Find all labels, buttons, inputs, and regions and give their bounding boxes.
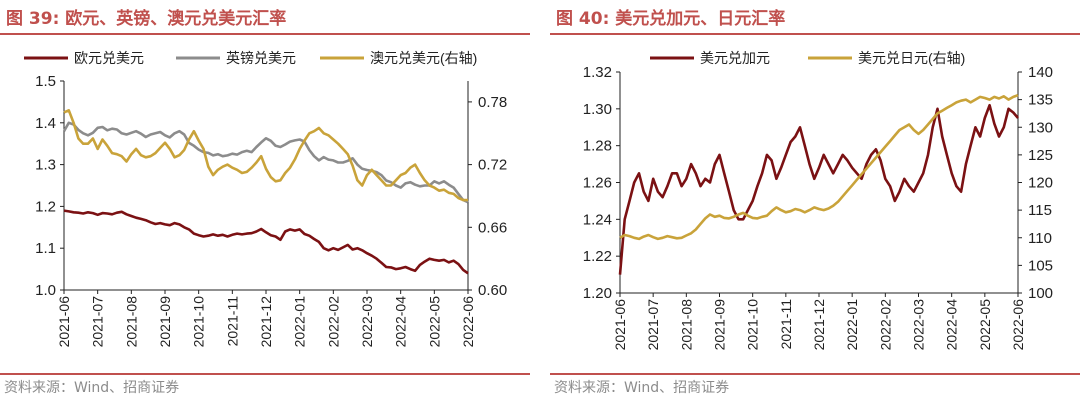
right-axis-tick-label: 130 — [1028, 119, 1053, 136]
series-line — [62, 121, 469, 204]
x-axis-tick-label: 2021-09 — [712, 299, 728, 351]
figure-39: 图 39: 欧元、英镑、澳元兑美元汇率 1.0 1.1 1.2 1.3 1.4 1.5 0.… — [0, 0, 530, 400]
x-axis-tick-label: 2021-08 — [678, 299, 694, 351]
x-axis-tick-label: 2022-01 — [844, 299, 860, 351]
x-axis-tick-label: 2022-06 — [1010, 299, 1026, 351]
x-axis-tick-label: 2022-01 — [292, 296, 308, 348]
x-axis-tick-label: 2021-07 — [90, 296, 106, 348]
x-axis-tick-label: 2021-11 — [224, 296, 240, 347]
x-axis-tick-label: 2021-07 — [645, 299, 661, 351]
series-line — [619, 93, 1019, 241]
x-axis-tick-label: 2022-02 — [877, 299, 893, 351]
right-axis-tick-label: 105 — [1028, 257, 1053, 274]
right-axis-tick-label: 135 — [1028, 92, 1053, 109]
right-axis-tick-label: 100 — [1028, 285, 1053, 302]
figure-40: 图 40: 美元兑加元、日元汇率 1.20 1.22 1.24 1.26 1.28 1.3… — [550, 0, 1080, 400]
left-axis-tick-label: 1.2 — [35, 198, 56, 215]
x-axis-tick-label: 2022-04 — [944, 299, 960, 351]
left-axis-tick-label: 1.0 — [35, 282, 56, 299]
left-axis-tick-label: 1.4 — [35, 115, 56, 132]
right-axis-tick-label: 0.60 — [478, 282, 507, 299]
series-line — [63, 209, 469, 275]
right-axis-tick-label: 115 — [1028, 202, 1052, 219]
x-axis-tick-label: 2021-06 — [56, 296, 72, 348]
x-axis-tick-label: 2021-10 — [191, 296, 207, 348]
source-note: 资料来源：Wind、招商证券 — [4, 380, 180, 396]
left-axis-tick-label: 1.26 — [583, 175, 612, 192]
x-axis-tick-label: 2022-06 — [460, 296, 476, 348]
series-line — [63, 109, 468, 202]
legend-label: 欧元兑美元 — [74, 50, 144, 66]
legend-label: 美元兑日元(右轴) — [858, 50, 965, 66]
left-axis-tick-label: 1.28 — [583, 138, 612, 155]
x-axis-tick-label: 2021-11 — [778, 299, 794, 350]
left-axis-tick-label: 1.22 — [583, 248, 612, 265]
right-axis-tick-label: 0.78 — [478, 94, 507, 111]
x-axis-tick-label: 2022-04 — [393, 296, 409, 348]
right-axis-tick-label: 110 — [1028, 230, 1052, 247]
x-axis-tick-label: 2021-06 — [612, 299, 628, 351]
x-axis-tick-label: 2022-03 — [911, 299, 927, 351]
left-axis-tick-label: 1.30 — [583, 101, 612, 118]
x-axis-tick-label: 2021-09 — [157, 296, 173, 348]
fx-rate-chart-eur-gbp-aud: 1.0 1.1 1.2 1.3 1.4 1.5 0.60 0.66 0.72 0.78 2021-0… — [24, 50, 507, 348]
left-axis-tick-label: 1.5 — [35, 73, 56, 90]
series-line — [618, 103, 1019, 275]
source-rule — [550, 373, 1080, 375]
right-axis-tick-label: 0.66 — [478, 219, 507, 236]
figure-title: 图 39: 欧元、英镑、澳元兑美元汇率 — [6, 9, 287, 29]
legend-label: 澳元兑美元(右轴) — [370, 50, 477, 66]
right-axis-tick-label: 120 — [1028, 175, 1053, 192]
left-axis-tick-label: 1.3 — [35, 157, 56, 174]
right-axis-tick-label: 140 — [1028, 64, 1053, 81]
x-axis-tick-label: 2022-03 — [359, 296, 375, 348]
x-axis-tick-label: 2022-05 — [426, 296, 442, 348]
left-axis-tick-label: 1.1 — [35, 240, 56, 257]
source-rule — [0, 373, 530, 375]
left-axis-tick-label: 1.32 — [583, 64, 612, 81]
x-axis-tick-label: 2021-12 — [811, 299, 827, 351]
left-axis-tick-label: 1.24 — [583, 211, 612, 228]
legend-label: 英镑兑美元 — [226, 50, 296, 66]
x-axis-tick-label: 2022-05 — [977, 299, 993, 351]
x-axis-tick-label: 2021-08 — [123, 296, 139, 348]
right-axis-tick-label: 0.72 — [478, 157, 507, 174]
x-axis-tick-label: 2021-10 — [745, 299, 761, 351]
x-axis-tick-label: 2021-12 — [258, 296, 274, 348]
title-rule — [0, 33, 530, 35]
source-note: 资料来源：Wind、招商证券 — [554, 380, 730, 396]
legend-label: 美元兑加元 — [700, 50, 770, 66]
x-axis-tick-label: 2022-02 — [325, 296, 341, 348]
title-rule — [550, 33, 1080, 35]
left-axis-tick-label: 1.20 — [583, 285, 612, 302]
figure-title: 图 40: 美元兑加元、日元汇率 — [556, 9, 786, 29]
right-axis-tick-label: 125 — [1028, 147, 1053, 164]
fx-rate-chart-cad-jpy: 1.20 1.22 1.24 1.26 1.28 1.30 1.32 100 105 110 115… — [583, 50, 1053, 351]
